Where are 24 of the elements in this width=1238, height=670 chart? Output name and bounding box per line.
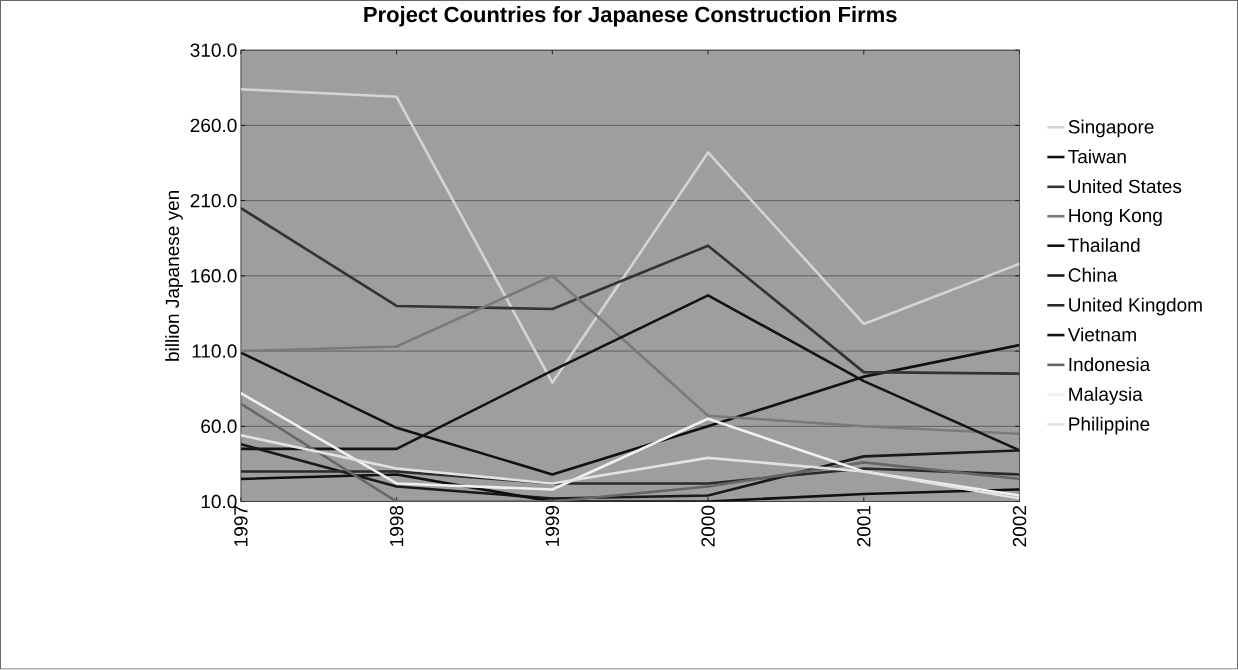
x-tick-label: 2001 — [857, 506, 871, 547]
legend-label: China — [1068, 268, 1118, 283]
x-tick-label: 1999 — [545, 506, 560, 547]
x-tick-label: 2002 — [1012, 506, 1027, 547]
legend-label: United Kingdom — [1069, 297, 1202, 316]
legend-label: United States — [1069, 179, 1182, 194]
legend-label: Philippine — [1069, 417, 1150, 435]
legend-label: Indonesia — [1069, 357, 1151, 372]
y-tick-label: 260.0 — [190, 118, 237, 133]
y-tick-label: 60.0 — [201, 419, 237, 434]
legend-label: Hong Kong — [1069, 209, 1162, 227]
legend-label: Taiwan — [1068, 149, 1126, 164]
legend-label: Singapore — [1068, 119, 1154, 138]
legend-label: Vietnam — [1067, 327, 1136, 342]
y-tick-label: 310.0 — [190, 43, 237, 58]
y-tick-label: 210.0 — [190, 194, 237, 208]
y-tick-label: 160.0 — [191, 269, 237, 283]
legend-label: Thailand — [1068, 238, 1140, 253]
y-tick-label: 110.0 — [192, 344, 237, 359]
x-tick-label: 2000 — [701, 506, 715, 547]
chart-title: Project Countries for Japanese Construction Firms — [364, 6, 897, 27]
x-tick-label: 1998 — [389, 506, 404, 547]
legend-label: Malaysia — [1069, 387, 1143, 405]
y-axis-title: billion Japanese yen — [165, 191, 183, 362]
